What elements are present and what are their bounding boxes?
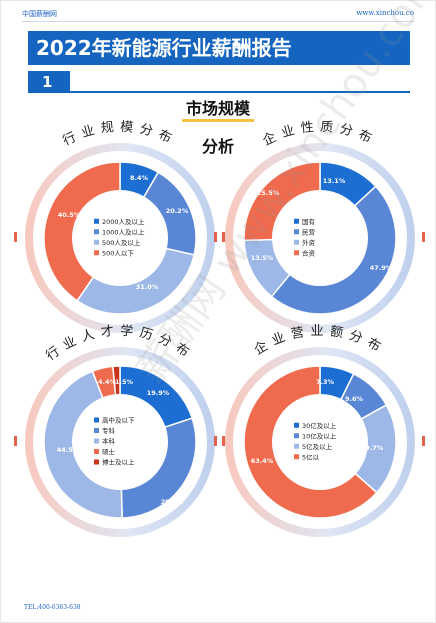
- section-number-bar: 1: [28, 71, 410, 93]
- legend-label-1: 高中及以下: [102, 416, 135, 425]
- title-end-marker: [14, 232, 17, 242]
- title-end-marker: [14, 436, 17, 446]
- header-divider: [22, 21, 414, 22]
- legend-label-4: 合资: [302, 248, 316, 257]
- legend-swatch-2: [294, 433, 299, 439]
- legend-label-3: 500人及以上: [102, 238, 141, 247]
- legend-swatch-1: [294, 218, 299, 224]
- legend-label-2: 专科: [102, 426, 116, 435]
- legend-swatch-2: [94, 428, 99, 433]
- legend-label-3: 本科: [102, 437, 116, 446]
- legend-swatch-3: [94, 239, 99, 245]
- legend-swatch-4: [94, 250, 99, 256]
- data-label-2: 29.6%: [161, 498, 184, 506]
- legend-swatch-2: [94, 229, 99, 235]
- legend-swatch-4: [294, 454, 299, 460]
- donut-outer-ring: [225, 143, 415, 333]
- data-label-3: 44.5%: [57, 446, 80, 454]
- legend-label-1: 30亿及以上: [302, 421, 337, 430]
- data-label-1: 8.4%: [130, 174, 149, 182]
- legend-swatch-1: [94, 417, 99, 423]
- title-end-marker: [222, 436, 225, 446]
- legend-label-2: 1000人及以上: [102, 227, 145, 236]
- donut-outer-ring: [25, 143, 215, 333]
- data-label-1: 13.1%: [323, 177, 346, 185]
- data-label-3: 13.5%: [251, 254, 274, 262]
- data-label-2: 20.2%: [166, 207, 189, 215]
- legend-label-3: 外资: [302, 238, 316, 247]
- legend-label-4: 500人以下: [102, 249, 134, 257]
- title-end-marker: [222, 232, 225, 242]
- legend-label-4: 5亿以: [302, 452, 320, 461]
- legend-panel: [72, 394, 168, 490]
- section-title: 市场规模: [181, 99, 254, 122]
- data-label-3: 31.0%: [136, 283, 159, 291]
- legend-panel: [72, 190, 168, 286]
- section-number: 1: [28, 71, 70, 93]
- donut-outer-ring: [225, 347, 415, 537]
- legend-swatch-1: [94, 218, 99, 224]
- data-label-4: 40.5%: [58, 211, 81, 219]
- legend-swatch-3: [94, 438, 99, 444]
- data-label-2: 9.6%: [345, 395, 364, 403]
- legend-swatch-2: [294, 229, 299, 235]
- data-label-3: 19.7%: [361, 444, 384, 452]
- footer-phone: TEL:400-6363-638: [24, 604, 81, 611]
- sub-title: 分析: [201, 137, 234, 156]
- donut-outer-ring: [25, 347, 215, 537]
- data-label-1: 19.9%: [147, 389, 170, 397]
- legend-swatch-5: [94, 459, 99, 465]
- legend-label-2: 民营: [302, 227, 316, 236]
- section-title-wrap: 市场规模: [0, 99, 436, 122]
- legend-label-4: 硕士: [102, 447, 116, 456]
- legend-panel: [272, 394, 368, 490]
- legend-label-5: 博士及以上: [102, 458, 135, 467]
- legend-swatch-3: [294, 239, 299, 245]
- legend-label-1: 国有: [302, 217, 316, 226]
- header-site-name: 中国薪酬网: [22, 10, 57, 18]
- legend-swatch-3: [294, 443, 299, 449]
- legend-swatch-4: [294, 250, 299, 256]
- title-end-marker: [422, 436, 425, 446]
- legend-label-2: 10亿及以上: [302, 431, 337, 440]
- data-label-4: 4.4%: [98, 378, 117, 386]
- legend-swatch-1: [294, 422, 299, 428]
- title-end-marker: [214, 232, 217, 242]
- legend-panel: [272, 190, 368, 286]
- data-label-1: 7.3%: [316, 378, 335, 386]
- title-end-marker: [422, 232, 425, 242]
- header-url: www.xinchou.co: [356, 9, 414, 17]
- section-underline: [70, 91, 410, 93]
- legend-label-3: 5亿及以上: [302, 442, 333, 451]
- data-label-4: 63.4%: [251, 457, 274, 465]
- data-label-5: 1.5%: [115, 378, 134, 386]
- legend-swatch-4: [94, 449, 99, 454]
- data-label-2: 47.9%: [370, 264, 393, 272]
- report-title: 2022年新能源行业薪酬报告: [28, 31, 410, 65]
- title-end-marker: [214, 436, 217, 446]
- legend-label-1: 2000人及以上: [102, 217, 145, 226]
- data-label-4: 25.5%: [257, 189, 280, 197]
